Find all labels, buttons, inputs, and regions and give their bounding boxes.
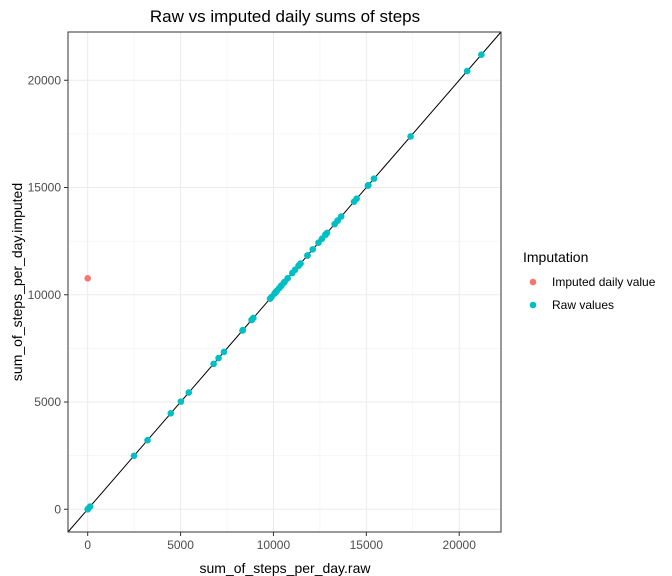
- plot-border: [67, 31, 502, 533]
- point-imputed: [84, 275, 91, 282]
- point-raw: [250, 314, 257, 322]
- legend-title: Imputation: [523, 249, 588, 265]
- x-tick-label: 15000: [350, 538, 384, 552]
- point-raw: [297, 260, 304, 267]
- point-raw: [220, 348, 228, 356]
- point-raw: [86, 503, 94, 510]
- point-raw: [177, 398, 185, 405]
- point-raw: [130, 452, 138, 460]
- point-raw: [284, 275, 291, 282]
- panel-border: [67, 31, 502, 533]
- point-raw: [323, 229, 331, 237]
- point-raw: [365, 181, 372, 189]
- point-raw: [407, 133, 414, 140]
- point-raw: [185, 389, 193, 396]
- y-axis-ticks: 0 5000 10000 15000 20000: [28, 73, 68, 516]
- x-tick-label: 10000: [257, 538, 291, 552]
- point-raw: [144, 436, 151, 444]
- legend-label-imputed: Imputed daily value: [552, 275, 656, 289]
- x-tick-label: 20000: [443, 538, 477, 552]
- x-tick-label: 5000: [167, 538, 194, 552]
- point-raw: [337, 213, 345, 220]
- x-axis-ticks: 0 5000 10000 15000 20000: [84, 532, 476, 552]
- legend: Imputation Imputed daily value Raw value…: [523, 249, 656, 312]
- point-raw: [463, 67, 471, 75]
- grid-lines: [68, 32, 501, 532]
- point-raw: [478, 51, 485, 58]
- y-tick-label: 15000: [28, 181, 62, 195]
- y-tick-label: 5000: [34, 395, 61, 409]
- y-tick-label: 20000: [28, 73, 62, 87]
- point-raw: [210, 360, 217, 368]
- data-points: [84, 51, 485, 513]
- x-tick-label: 0: [84, 538, 91, 552]
- y-tick-label: 0: [54, 502, 61, 516]
- chart-title: Raw vs imputed daily sums of steps: [150, 7, 420, 26]
- point-raw: [353, 195, 360, 203]
- point-raw: [370, 175, 378, 182]
- legend-key-imputed: [529, 278, 537, 286]
- point-raw: [167, 410, 175, 417]
- point-raw: [309, 246, 317, 253]
- point-raw: [239, 326, 247, 334]
- point-raw: [215, 354, 222, 362]
- legend-label-raw: Raw values: [552, 298, 614, 312]
- point-raw: [304, 252, 311, 259]
- legend-key-raw: [529, 301, 537, 309]
- y-tick-label: 10000: [28, 288, 62, 302]
- y-axis-title: sum_of_steps_per_day.imputed: [9, 183, 25, 381]
- x-axis-title: sum_of_steps_per_day.raw: [200, 560, 372, 576]
